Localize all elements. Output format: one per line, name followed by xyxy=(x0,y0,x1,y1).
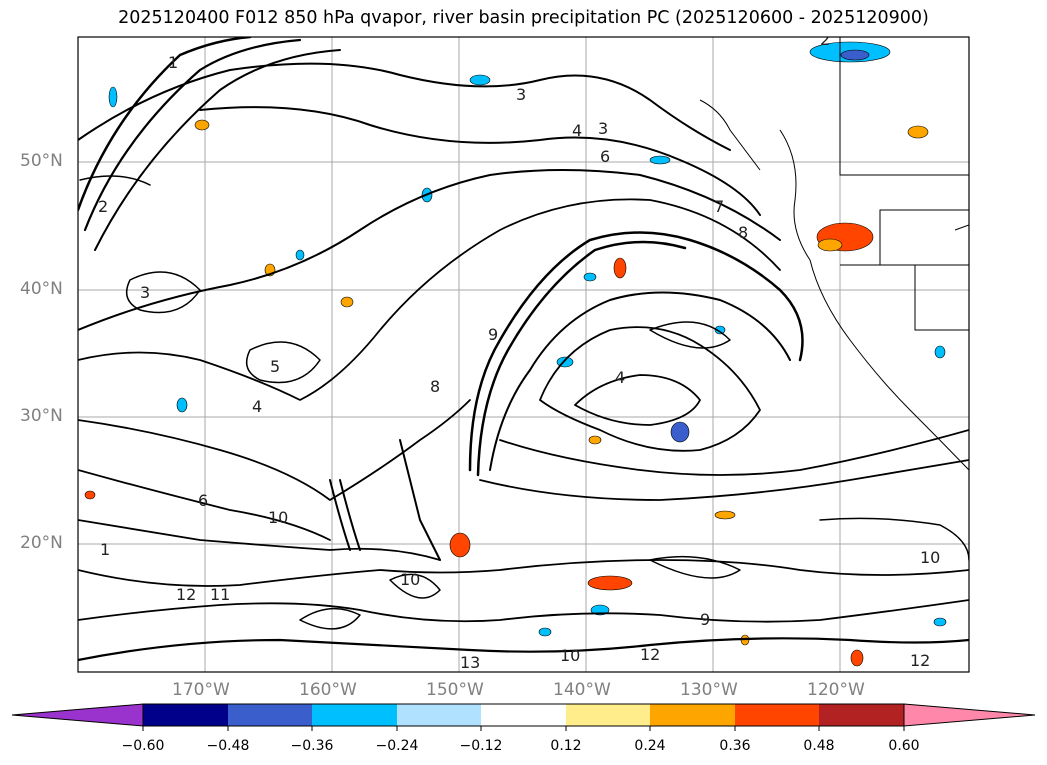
contour-label: 4 xyxy=(572,121,582,140)
colorbar-bin xyxy=(312,704,397,726)
contour-label: 4 xyxy=(252,397,262,416)
contour-label: 8 xyxy=(738,223,748,242)
lon-label-130w: 130°W xyxy=(680,680,738,700)
colorbar-bin xyxy=(481,704,566,726)
contour-label: 6 xyxy=(198,491,208,510)
contour-label: 10 xyxy=(400,570,420,589)
colorbar-bin xyxy=(566,704,650,726)
colorbar-tick: −0.36 xyxy=(290,738,334,754)
contour-label: 10 xyxy=(560,646,580,665)
contour-label: 13 xyxy=(460,653,480,672)
lat-label-40n: 40°N xyxy=(20,279,63,299)
contour-label: 10 xyxy=(920,548,940,567)
contour-label: 10 xyxy=(268,508,288,527)
colorbar-bin xyxy=(228,704,312,726)
colorbar-tick: 0.12 xyxy=(550,738,582,754)
lon-label-170w: 170°W xyxy=(172,680,230,700)
contour-label: 9 xyxy=(700,610,710,629)
colorbar-tick: −0.12 xyxy=(459,738,503,754)
colorbar-extend-min xyxy=(11,703,144,727)
colorbar-bin xyxy=(735,704,819,726)
contour-label: 2 xyxy=(98,197,108,216)
contour-label: 12 xyxy=(640,645,660,664)
contour-label: 4 xyxy=(615,368,625,387)
contour-label: 3 xyxy=(516,85,526,104)
contour-label: 12 xyxy=(176,585,196,604)
lon-label-150w: 150°W xyxy=(426,680,484,700)
map-frame xyxy=(77,36,970,673)
contour-label: 5 xyxy=(270,357,280,376)
contour-label: 11 xyxy=(210,585,230,604)
colorbar-tick: 0.24 xyxy=(634,738,666,754)
colorbar xyxy=(11,703,1036,731)
colorbar-tick: −0.60 xyxy=(121,738,165,754)
precip-fill xyxy=(84,41,947,667)
colorbar-tick: −0.24 xyxy=(375,738,419,754)
contour-label: 12 xyxy=(910,651,930,670)
lat-label-50n: 50°N xyxy=(20,151,63,171)
contour-label: 2 xyxy=(820,30,830,49)
colorbar-tick: 0.60 xyxy=(888,738,920,754)
lon-label-120w: 120°W xyxy=(807,680,865,700)
coastline xyxy=(699,37,969,471)
map-title: 2025120400 F012 850 hPa qvapor, river ba… xyxy=(118,8,929,28)
colorbar-tick: 0.48 xyxy=(803,738,835,754)
lon-label-160w: 160°W xyxy=(299,680,357,700)
qvapor-contours xyxy=(78,37,969,662)
contour-label: 9 xyxy=(488,325,498,344)
contour-label: 7 xyxy=(714,197,724,216)
contour-label: 3 xyxy=(598,119,608,138)
colorbar-bin xyxy=(397,704,481,726)
colorbar-bin xyxy=(650,704,735,726)
contour-label: 3 xyxy=(140,283,150,302)
contour-label: 1 xyxy=(168,53,178,72)
lat-label-20n: 20°N xyxy=(20,533,63,553)
contour-label: 1 xyxy=(100,540,110,559)
contour-label: 8 xyxy=(430,377,440,396)
lat-label-30n: 30°N xyxy=(20,406,63,426)
colorbar-tick: 0.36 xyxy=(719,738,751,754)
contour-label: 6 xyxy=(600,147,610,166)
colorbar-bin xyxy=(819,704,904,726)
colorbar-extend-max xyxy=(903,703,1036,727)
contour-labels: 1 2 3 3 3 4 4 4 5 6 6 7 8 8 9 9 10 10 10… xyxy=(98,30,940,672)
colorbar-tick: −0.48 xyxy=(206,738,250,754)
colorbar-bin xyxy=(143,704,228,726)
lon-label-140w: 140°W xyxy=(553,680,611,700)
